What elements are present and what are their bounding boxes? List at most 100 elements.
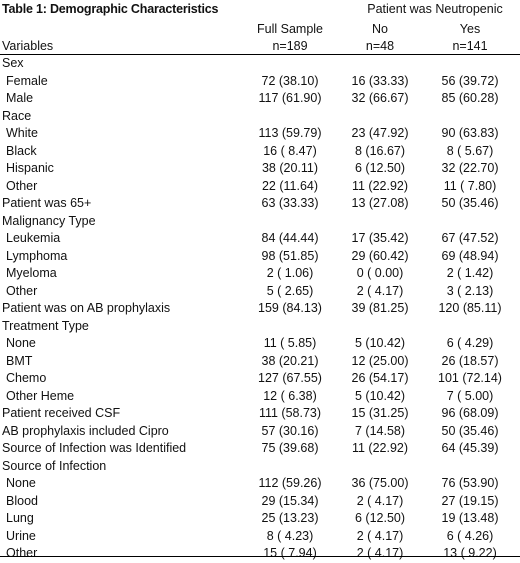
column-n-no: n=48 xyxy=(365,39,395,53)
table-body: Sex Female 72 (38.10) 16 (33.33) 56 (39.72) M… xyxy=(0,55,520,563)
cell-no: 13 (27.08) xyxy=(351,196,409,210)
cell-no: 23 (47.92) xyxy=(351,126,409,140)
cell-full-sample: 159 (84.13) xyxy=(258,301,322,315)
section-label: Source of Infection xyxy=(2,458,107,473)
cell-yes: 3 ( 2.13) xyxy=(446,283,494,298)
row-label: Other Heme xyxy=(6,388,75,403)
row-label: Patient was on AB prophylaxis xyxy=(2,301,171,315)
cell-no: 6 (12.50) xyxy=(354,161,406,175)
cell-full-sample: 113 (59.79) xyxy=(258,126,322,140)
column-header-no: No xyxy=(372,22,388,36)
cell-full-sample: 5 ( 2.65) xyxy=(266,283,314,298)
cell-full-sample: 84 (44.44) xyxy=(261,231,319,245)
cell-yes: 64 (45.39) xyxy=(441,441,499,455)
group-header-neutropenic: Patient was Neutropenic xyxy=(367,2,503,16)
cell-full-sample: 16 ( 8.47) xyxy=(263,143,317,158)
cell-yes: 26 (18.57) xyxy=(441,353,499,368)
cell-full-sample: 11 ( 5.85) xyxy=(263,336,317,350)
cell-no: 7 (14.58) xyxy=(354,423,406,438)
cell-no: 32 (66.67) xyxy=(351,91,409,105)
row-label: Male xyxy=(6,91,34,105)
row-label: Leukemia xyxy=(6,231,61,245)
row-label: Female xyxy=(6,73,48,88)
table-row: Treatment Type xyxy=(0,318,520,336)
cell-full-sample: 12 ( 6.38) xyxy=(263,388,317,403)
table-row: Patient was on AB prophylaxis 159 (84.13)… xyxy=(0,300,520,318)
cell-yes: 6 ( 4.29) xyxy=(446,336,494,350)
cell-no: 39 (81.25) xyxy=(351,301,409,315)
cell-full-sample: 112 (59.26) xyxy=(258,476,322,490)
table-row: Black 16 ( 8.47) 8 (16.67) 8 ( 5.67) xyxy=(0,143,520,161)
table-row: BMT 38 (20.21) 12 (25.00) 26 (18.57) xyxy=(0,353,520,371)
table-row: Hispanic 38 (20.11) 6 (12.50) 32 (22.70) xyxy=(0,160,520,178)
table-row: Lymphoma 98 (51.85) 29 (60.42) 69 (48.94) xyxy=(0,248,520,266)
cell-yes: 6 ( 4.26) xyxy=(446,528,494,543)
cell-yes: 19 (13.48) xyxy=(441,511,499,525)
row-label: None xyxy=(6,476,36,490)
cell-full-sample: 75 (39.68) xyxy=(261,441,319,455)
cell-no: 2 ( 4.17) xyxy=(356,283,404,298)
row-label: None xyxy=(6,336,36,350)
row-label: Myeloma xyxy=(6,266,57,280)
table-row: Patient received CSF 111 (58.73) 15 (31.25… xyxy=(0,405,520,423)
column-header-full-sample: Full Sample xyxy=(257,22,323,36)
cell-yes: 90 (63.83) xyxy=(441,126,499,140)
cell-no: 26 (54.17) xyxy=(351,371,409,385)
cell-full-sample: 38 (20.11) xyxy=(261,161,319,175)
table-row: Leukemia 84 (44.44) 17 (35.42) 67 (47.52) xyxy=(0,230,520,248)
cell-no: 11 (22.92) xyxy=(351,441,409,455)
cell-full-sample: 98 (51.85) xyxy=(261,248,319,263)
cell-full-sample: 57 (30.16) xyxy=(261,423,319,438)
row-label: Other xyxy=(6,178,38,193)
cell-yes: 96 (68.09) xyxy=(441,406,499,420)
header-rule xyxy=(0,54,520,55)
cell-full-sample: 2 ( 1.06) xyxy=(266,266,314,280)
row-label: BMT xyxy=(6,353,33,368)
table-row: AB prophylaxis included Cipro 57 (30.16) 7… xyxy=(0,423,520,441)
row-label: Patient was 65+ xyxy=(2,196,92,210)
table-row: Urine 8 ( 4.23) 2 ( 4.17) 6 ( 4.26) xyxy=(0,528,520,546)
table-row: Other Heme 12 ( 6.38) 5 (10.42) 7 ( 5.00) xyxy=(0,388,520,406)
table-row: Race xyxy=(0,108,520,126)
table-row: Source of Infection was Identified 75 (39… xyxy=(0,440,520,458)
table-row: Malignancy Type xyxy=(0,213,520,231)
cell-yes: 32 (22.70) xyxy=(441,161,499,175)
row-label: Other xyxy=(6,546,38,560)
column-header-yes: Yes xyxy=(459,22,481,36)
cell-yes: 67 (47.52) xyxy=(441,231,499,245)
cell-full-sample: 72 (38.10) xyxy=(261,73,319,88)
table-row: None 112 (59.26) 36 (75.00) 76 (53.90) xyxy=(0,475,520,493)
cell-no: 11 (22.92) xyxy=(351,178,409,193)
cell-yes: 13 ( 9.22) xyxy=(443,546,497,560)
table-row: White 113 (59.79) 23 (47.92) 90 (63.83) xyxy=(0,125,520,143)
table-row: Sex xyxy=(0,55,520,73)
cell-full-sample: 8 ( 4.23) xyxy=(266,528,314,543)
table-row: Lung 25 (13.23) 6 (12.50) 19 (13.48) xyxy=(0,510,520,528)
cell-no: 15 (31.25) xyxy=(351,406,409,420)
cell-yes: 120 (85.11) xyxy=(438,301,502,315)
cell-full-sample: 127 (67.55) xyxy=(258,371,322,385)
cell-full-sample: 22 (11.64) xyxy=(261,178,319,193)
table-row: Other 5 ( 2.65) 2 ( 4.17) 3 ( 2.13) xyxy=(0,283,520,301)
cell-yes: 11 ( 7.80) xyxy=(443,178,497,193)
table-row: Other 22 (11.64) 11 (22.92) 11 ( 7.80) xyxy=(0,178,520,196)
row-label: Patient received CSF xyxy=(2,406,121,420)
cell-no: 16 (33.33) xyxy=(351,73,409,88)
table-title: Table 1: Demographic Characteristics xyxy=(2,2,219,16)
cell-yes: 50 (35.46) xyxy=(441,423,499,438)
row-label: Lung xyxy=(6,511,34,525)
row-label: Lymphoma xyxy=(6,248,68,263)
table-row: Myeloma 2 ( 1.06) 0 ( 0.00) 2 ( 1.42) xyxy=(0,265,520,283)
cell-full-sample: 117 (61.90) xyxy=(258,91,322,105)
row-label: AB prophylaxis included Cipro xyxy=(2,423,169,438)
cell-yes: 85 (60.28) xyxy=(441,91,499,105)
cell-no: 2 ( 4.17) xyxy=(356,493,404,508)
cell-no: 8 (16.67) xyxy=(354,143,406,158)
cell-full-sample: 111 (58.73) xyxy=(258,406,322,420)
row-label: Blood xyxy=(6,493,38,508)
table-row: Male 117 (61.90) 32 (66.67) 85 (60.28) xyxy=(0,90,520,108)
cell-yes: 76 (53.90) xyxy=(441,476,499,490)
cell-no: 2 ( 4.17) xyxy=(356,528,404,543)
cell-full-sample: 38 (20.21) xyxy=(261,353,319,368)
